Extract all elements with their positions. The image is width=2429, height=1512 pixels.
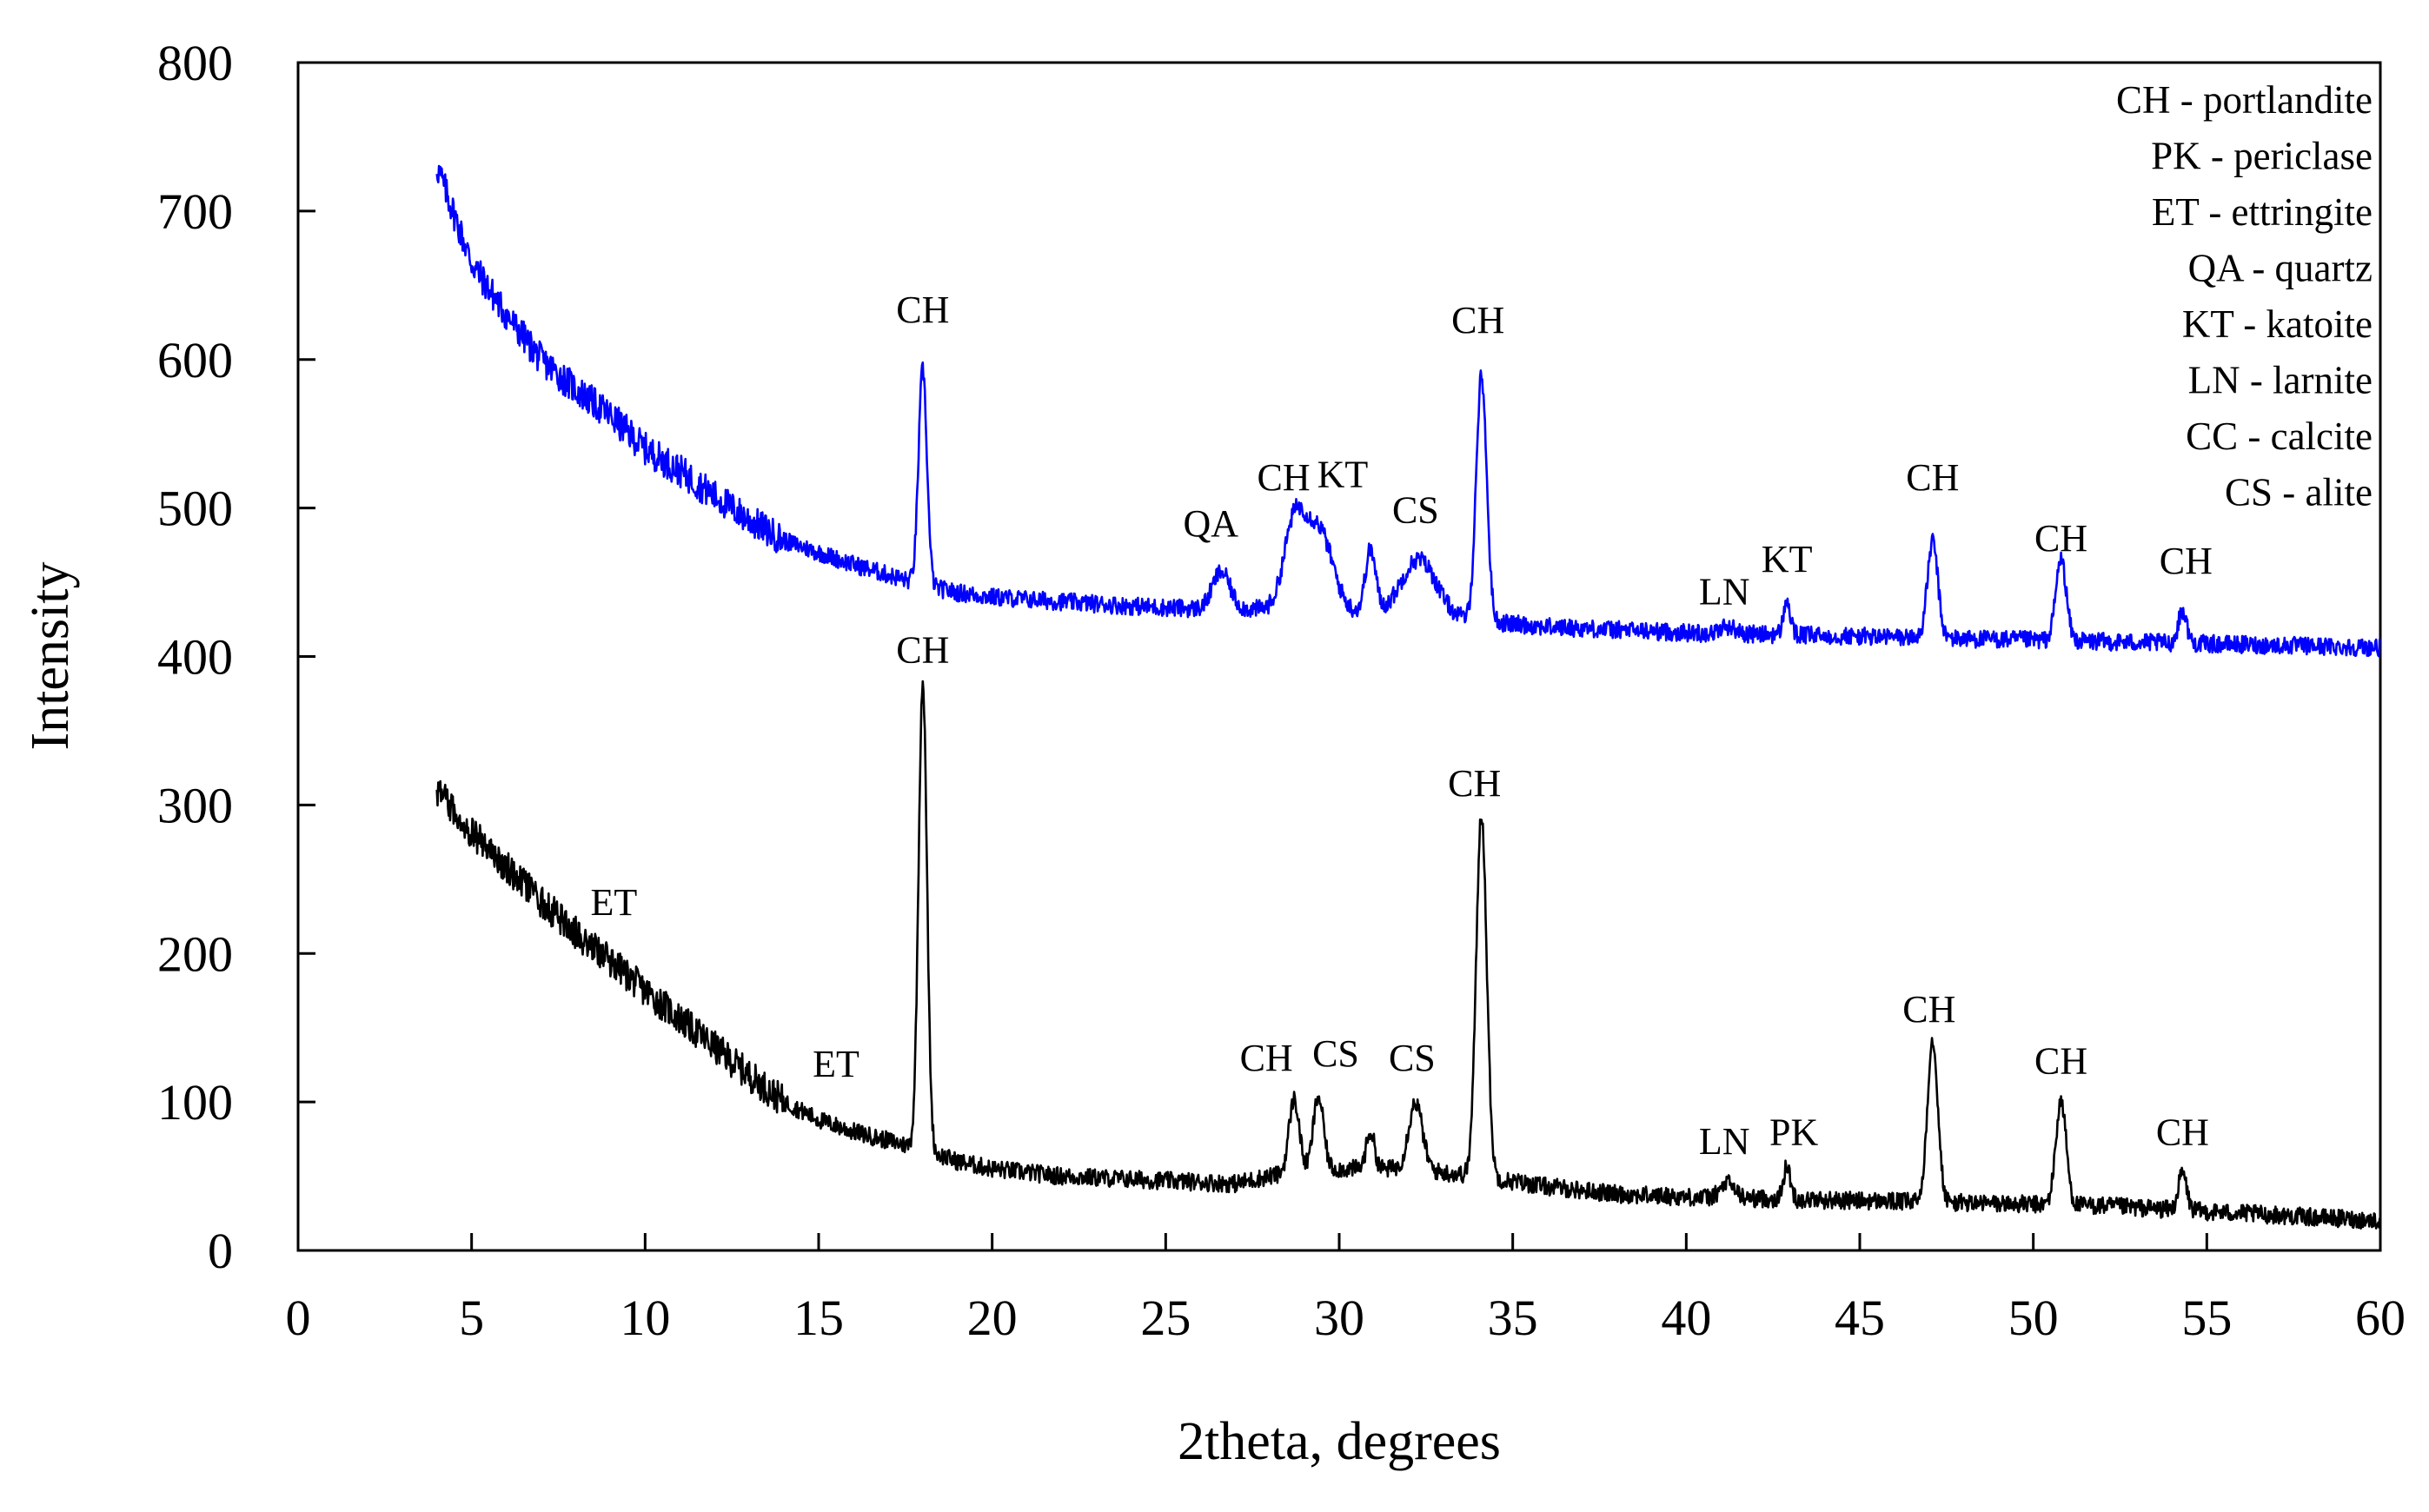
legend-entry: LN - larnite [2188,359,2373,402]
peak-label: CS [1312,1032,1359,1075]
legend-entry: QA - quartz [2188,247,2373,290]
peak-label: CH [1902,988,1955,1031]
x-tick-label: 20 [967,1290,1018,1346]
peak-label: KT [1317,454,1369,496]
peak-label: CH [1451,299,1504,342]
peak-label: CH [2156,1111,2209,1154]
peak-label: CH [1448,762,1501,805]
peak-label: CH [1906,456,1959,499]
legend: CH - portlandite PK - periclase ET - ettri… [2116,78,2373,514]
y-tick-label: 500 [157,481,233,537]
peak-label: CH [2034,517,2087,560]
peak-label: LN [1699,571,1750,613]
peak-label: CH [896,628,949,671]
x-tick-label: 55 [2181,1290,2232,1346]
legend-entry: CC - calcite [2186,414,2373,458]
x-tick-label: 0 [286,1290,311,1346]
x-tick-label: 50 [2008,1290,2059,1346]
x-tick-label: 45 [1835,1290,1885,1346]
peak-label: PK [1769,1111,1818,1154]
peak-label: ET [591,881,638,924]
y-axis-label: Intensity [21,562,80,751]
legend-entry: PK - periclase [2151,135,2373,178]
series-layer [435,164,2382,1230]
legend-entry: CS - alite [2225,471,2373,514]
x-tick-label: 15 [793,1290,844,1346]
x-axis-label: 2theta, degrees [1178,1412,1501,1471]
y-axis-ticks: 0 100 200 300 400 500 600 700 800 [157,35,315,1279]
peak-label: CH [1240,1037,1293,1079]
y-tick-label: 100 [157,1074,233,1131]
legend-entry: CH - portlandite [2116,78,2373,122]
x-tick-label: 60 [2355,1290,2406,1346]
y-tick-label: 0 [208,1223,233,1279]
y-tick-label: 300 [157,777,233,833]
x-tick-label: 5 [459,1290,484,1346]
x-tick-label: 10 [620,1290,670,1346]
peak-label: CS [1389,1037,1436,1079]
legend-entry: ET - ettringite [2152,190,2373,234]
peak-label: LN [1699,1120,1750,1163]
x-tick-label: 30 [1314,1290,1364,1346]
x-tick-label: 25 [1140,1290,1191,1346]
peak-label: CH [2160,540,2213,582]
x-tick-label: 35 [1488,1290,1538,1346]
legend-entry: KT - katoite [2182,302,2373,346]
xrd-series-line [435,164,2381,658]
peak-label: CH [1258,456,1311,499]
y-tick-label: 200 [157,925,233,982]
xrd-series-line [435,680,2382,1230]
x-axis-ticks: 0 5 10 15 20 25 30 35 40 45 50 55 60 [286,1233,2406,1346]
peak-label: QA [1183,502,1238,545]
y-tick-label: 700 [157,183,233,240]
y-tick-label: 600 [157,332,233,388]
y-tick-label: 800 [157,35,233,91]
x-tick-label: 40 [1661,1290,1711,1346]
peak-label: CS [1392,489,1439,532]
peak-label: CH [896,288,949,331]
peak-label: ET [813,1043,859,1085]
peak-label: CH [2034,1040,2087,1083]
peak-label: KT [1762,538,1813,580]
y-tick-label: 400 [157,629,233,686]
